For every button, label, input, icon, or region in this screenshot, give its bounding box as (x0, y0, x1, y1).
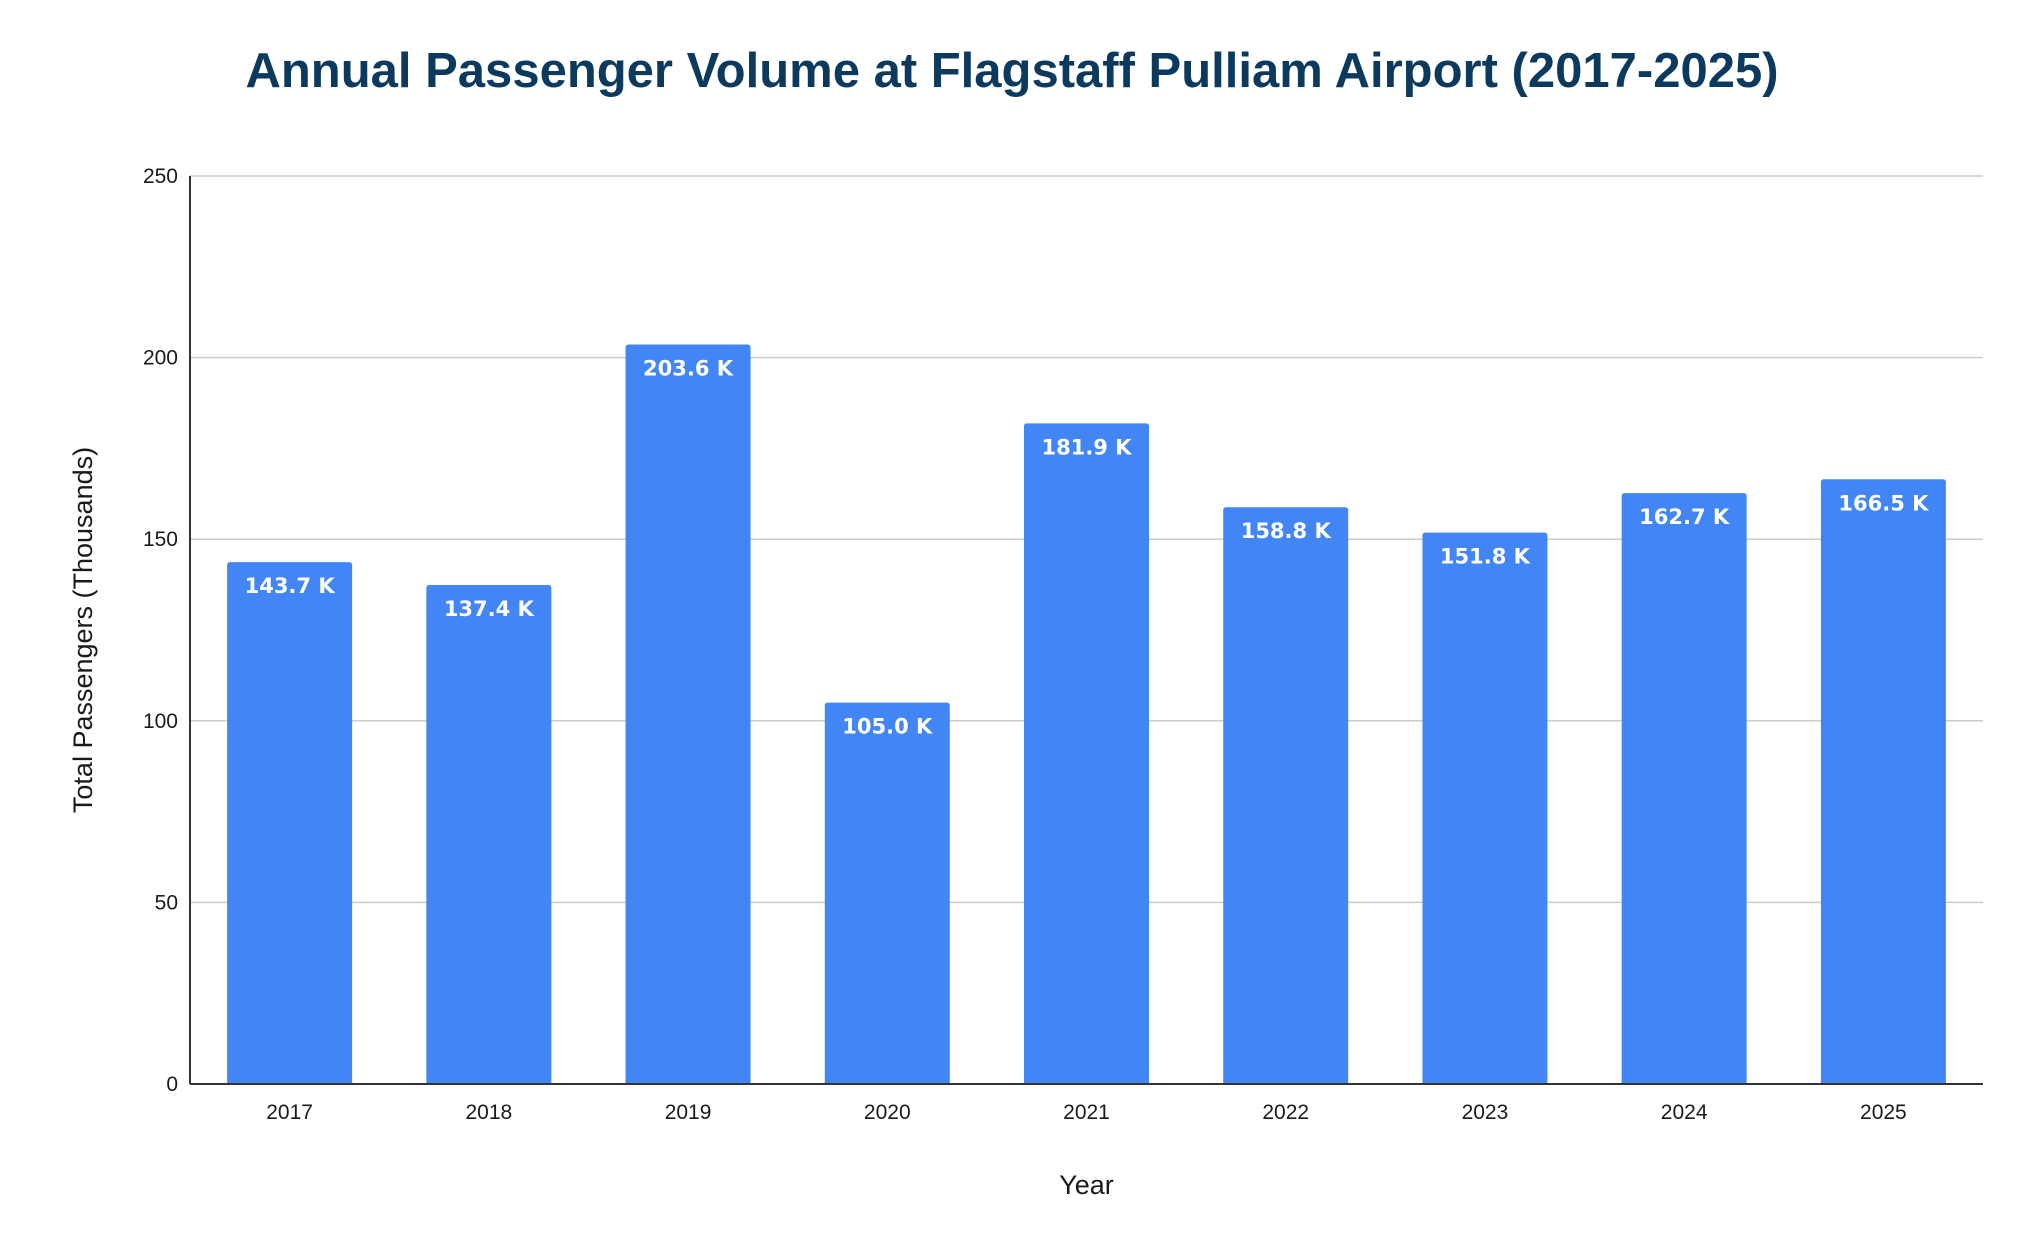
y-tick-label: 200 (143, 347, 178, 370)
data-label-2021: 181.9 K (1041, 435, 1132, 459)
bar-2023 (1422, 532, 1548, 1084)
y-tick-label: 150 (143, 528, 178, 551)
x-tick-label: 2020 (864, 1101, 911, 1124)
y-axis-title: Total Passengers (Thousands) (68, 447, 98, 813)
data-label-2017: 143.7 K (245, 574, 336, 598)
data-label-2024: 162.7 K (1639, 505, 1730, 529)
y-axis-ticks: 0 50 100 150 200 250 (143, 165, 178, 1096)
x-tick-label: 2025 (1860, 1101, 1907, 1124)
y-tick-label: 100 (143, 710, 178, 733)
bar-2024 (1621, 493, 1747, 1084)
y-tick-label: 50 (155, 891, 178, 914)
x-tick-label: 2024 (1661, 1101, 1708, 1124)
data-label-2020: 105.0 K (842, 715, 933, 739)
data-label-2019: 203.6 K (643, 357, 734, 381)
y-tick-label: 0 (166, 1073, 178, 1096)
x-tick-label: 2018 (465, 1101, 512, 1124)
chart-title: Annual Passenger Volume at Flagstaff Pul… (245, 44, 1779, 98)
bar-2019 (625, 344, 751, 1085)
data-labels: 143.7 K 137.4 K 203.6 K 105.0 K 181.9 K 158.8… (245, 357, 1930, 739)
bar-2017 (227, 562, 353, 1084)
x-tick-label: 2021 (1063, 1101, 1110, 1124)
data-label-2022: 158.8 K (1241, 519, 1332, 543)
x-tick-label: 2023 (1462, 1101, 1509, 1124)
data-label-2023: 151.8 K (1440, 545, 1531, 569)
x-axis-ticks: 2017 2018 2019 2020 2021 2022 2023 2024 2025 (266, 1101, 1906, 1124)
x-tick-label: 2022 (1262, 1101, 1309, 1124)
x-axis-title: Year (1059, 1170, 1114, 1200)
data-label-2025: 166.5 K (1838, 491, 1929, 515)
bars (227, 344, 1946, 1085)
x-tick-label: 2019 (665, 1101, 712, 1124)
bar-2018 (426, 584, 552, 1084)
data-label-2018: 137.4 K (444, 597, 535, 621)
bar-2025 (1820, 479, 1946, 1085)
bar-2022 (1223, 507, 1349, 1084)
y-tick-label: 250 (143, 165, 178, 188)
bar-2020 (824, 702, 950, 1084)
x-tick-label: 2017 (266, 1101, 313, 1124)
bar-2021 (1024, 423, 1149, 1084)
